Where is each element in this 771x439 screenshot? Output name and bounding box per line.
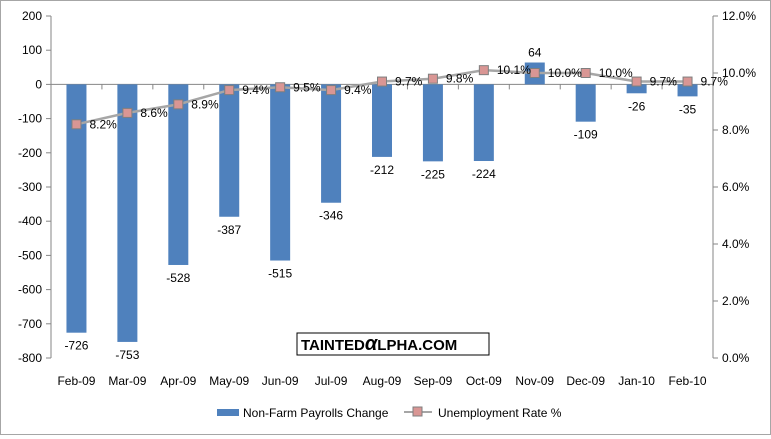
unemployment-marker: [377, 76, 387, 87]
left-tick-label: -200: [18, 146, 42, 160]
payroll-data-label: -528: [166, 271, 190, 285]
payroll-bar: [677, 84, 698, 97]
unemployment-marker: [224, 85, 235, 96]
payroll-bar: [270, 84, 291, 261]
unemployment-marker: [682, 76, 693, 87]
unemployment-marker: [173, 99, 184, 110]
left-tick-label: -100: [18, 112, 42, 126]
unemployment-marker: [275, 82, 286, 93]
unemployment-marker: [427, 73, 438, 84]
payroll-bar: [117, 84, 138, 342]
category-label: Apr-09: [160, 374, 196, 388]
category-label: Oct-09: [466, 374, 502, 388]
category-label: Jan-10: [618, 374, 655, 388]
legend-label-line: Unemployment Rate %: [438, 406, 562, 420]
payroll-data-label: -515: [268, 267, 292, 281]
unemployment-data-label: 8.2%: [89, 117, 117, 131]
payroll-data-label: -35: [679, 102, 697, 116]
left-tick-label: 100: [22, 43, 42, 57]
payroll-data-label: -726: [64, 339, 88, 353]
line-series: [71, 65, 693, 130]
right-tick-label: 2.0%: [722, 294, 750, 308]
left-tick-label: -700: [18, 317, 42, 331]
category-label: Jul-09: [315, 374, 348, 388]
payroll-bar: [626, 84, 647, 94]
legend-swatch-bar: [217, 409, 239, 416]
category-label: Jun-09: [262, 374, 299, 388]
left-tick-label: -500: [18, 248, 42, 262]
watermark-box: [296, 332, 490, 356]
left-tick-label: 200: [22, 9, 42, 23]
legend-marker: [412, 406, 423, 417]
category-label: May-09: [209, 374, 249, 388]
payroll-data-label: 64: [528, 46, 542, 60]
payroll-bar: [168, 84, 189, 265]
right-tick-label: 6.0%: [722, 180, 750, 194]
unemployment-data-label: 9.4%: [242, 83, 270, 97]
payroll-bar: [422, 84, 443, 162]
category-label: Dec-09: [566, 374, 605, 388]
payroll-data-label: -26: [628, 99, 646, 113]
unemployment-data-label: 9.5%: [293, 80, 321, 94]
right-tick-label: 4.0%: [722, 237, 750, 251]
watermark-text: TAINTEDαLPHA.COM: [301, 333, 457, 355]
unemployment-data-label: 9.7%: [395, 75, 423, 89]
category-label: Aug-09: [363, 374, 402, 388]
legend: Non-Farm Payrolls Change Unemployment Ra…: [217, 406, 562, 420]
payroll-data-label: -387: [217, 223, 241, 237]
left-tick-label: -400: [18, 214, 42, 228]
watermark: TAINTEDαLPHA.COM: [296, 332, 490, 356]
unemployment-data-label: 9.7%: [701, 75, 729, 89]
left-tick-label: -800: [18, 351, 42, 365]
bar-series: [66, 62, 698, 342]
right-tick-label: 12.0%: [722, 9, 756, 23]
unemployment-data-label: 10.0%: [548, 66, 582, 80]
unemployment-marker: [326, 85, 337, 96]
right-tick-label: 8.0%: [722, 123, 750, 137]
payroll-data-label: -753: [115, 348, 139, 362]
category-label: Nov-09: [515, 374, 554, 388]
payroll-bar: [473, 84, 494, 162]
right-tick-label: 10.0%: [722, 66, 756, 80]
legend-label-bar: Non-Farm Payrolls Change: [243, 406, 389, 420]
payroll-bar: [372, 84, 392, 157]
payroll-data-label: -212: [370, 163, 394, 177]
data-labels: -726 -753 -528 -387 -515 -346 -212 -225 -224 64 -1…: [64, 46, 728, 362]
category-label: Feb-09: [57, 374, 95, 388]
category-label: Sep-09: [414, 374, 453, 388]
category-label: Mar-09: [108, 374, 146, 388]
unemployment-marker: [580, 68, 591, 78]
left-tick-label: 0: [35, 77, 42, 91]
left-tick-label: -300: [18, 180, 42, 194]
payroll-bar: [219, 84, 240, 217]
unemployment-data-label: 9.8%: [446, 72, 474, 86]
payroll-bar: [575, 84, 596, 122]
unemployment-marker: [478, 65, 489, 76]
unemployment-data-label: 10.0%: [599, 66, 633, 80]
unemployment-data-label: 8.6%: [140, 106, 168, 120]
unemployment-data-label: 8.9%: [191, 97, 219, 111]
payroll-data-label: -225: [421, 167, 445, 181]
payroll-data-label: -224: [472, 167, 496, 181]
left-tick-label: -600: [18, 283, 42, 297]
unemployment-data-label: 10.1%: [497, 63, 531, 77]
payroll-bar: [66, 84, 87, 333]
payroll-bar: [321, 84, 342, 203]
unemployment-marker: [529, 68, 540, 78]
unemployment-data-label: 9.7%: [650, 75, 678, 89]
category-label: Feb-10: [669, 374, 707, 388]
right-tick-label: 0.0%: [722, 351, 750, 365]
unemployment-data-label: 9.4%: [344, 83, 372, 97]
axes: 200 100 0 -100 -200 -300 -400 -500 -600 -700 -800 1…: [18, 9, 756, 388]
payroll-data-label: -109: [574, 128, 598, 142]
unemployment-marker: [631, 76, 642, 87]
unemployment-marker: [71, 119, 82, 130]
unemployment-marker: [122, 107, 133, 118]
payroll-data-label: -346: [319, 209, 343, 223]
